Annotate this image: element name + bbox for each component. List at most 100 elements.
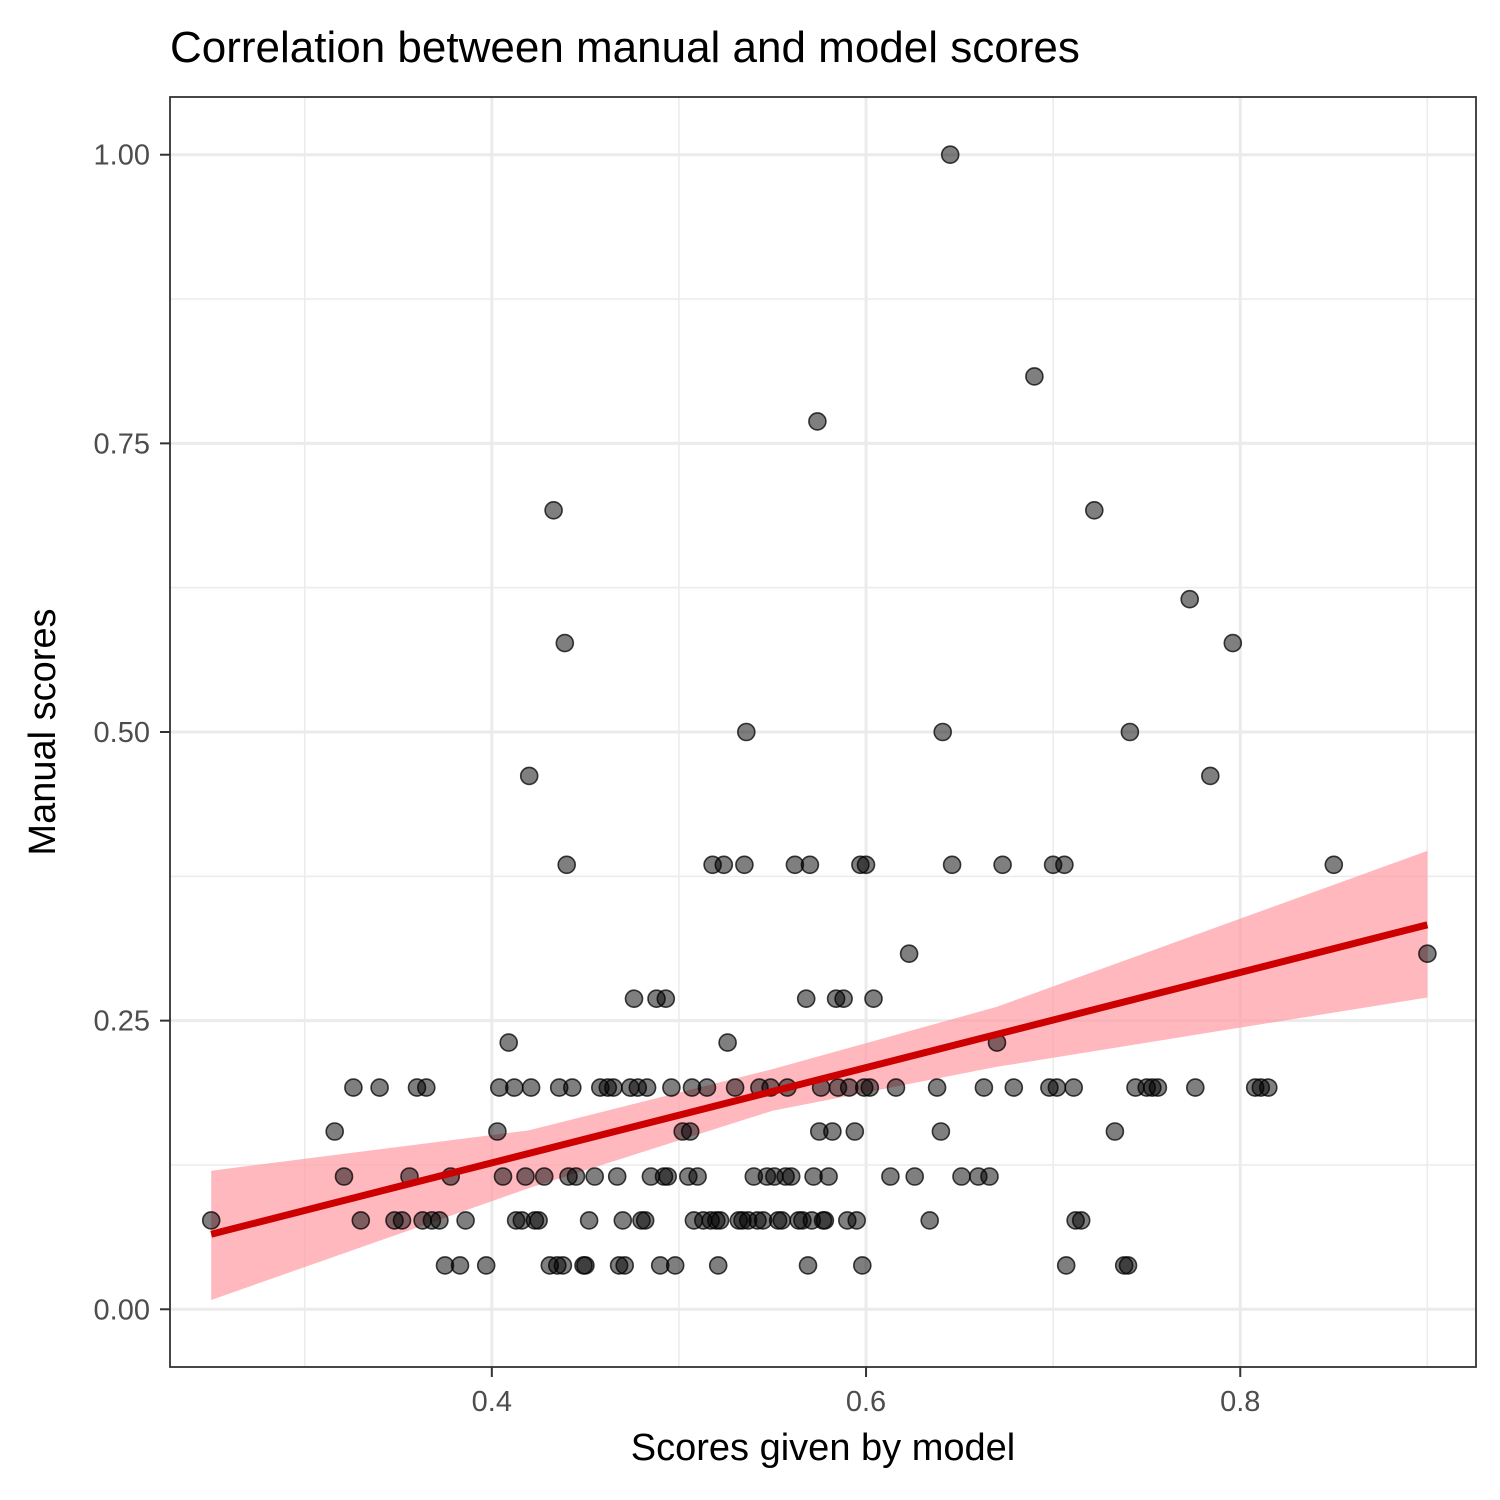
data-point [516,1167,535,1186]
data-point [553,1256,573,1275]
data-point [615,1256,635,1275]
x-axis-title: Scores given by model [631,1427,1015,1469]
data-point [519,766,539,786]
data-point [1085,500,1104,520]
data-point [899,944,919,964]
data-point [325,1122,345,1141]
data-point [1223,633,1243,653]
data-point [576,1256,595,1275]
confidence-band-layer [211,850,1428,1300]
x-axis: 0.4 0.6 0.8 [472,1367,1260,1418]
data-point [544,500,563,520]
data-point [852,1256,872,1275]
data-point [933,722,953,742]
data-point [1047,1078,1067,1097]
data-point [847,1211,867,1230]
data-point [1025,367,1044,386]
data-point [521,1078,541,1097]
data-point [370,1078,389,1097]
data-point [624,989,644,1009]
data-point [1324,855,1344,875]
data-point [493,1167,513,1186]
data-point [1259,1078,1278,1097]
x-tick-label: 0.4 [472,1386,512,1418]
data-point [613,1211,633,1230]
data-point [351,1211,371,1230]
data-point [1055,855,1074,875]
data-point [714,855,734,875]
data-point [725,1078,745,1097]
data-point [905,1167,925,1186]
data-point [635,1211,655,1230]
data-point [488,1122,507,1141]
y-axis-title: Manual scores [22,608,64,855]
data-point [1180,589,1199,609]
data-point [834,989,853,1009]
data-point [585,1167,605,1186]
x-tick-label: 0.6 [846,1386,886,1418]
data-point [736,722,756,742]
data-point [392,1211,412,1230]
y-tick-label: 1.00 [94,140,150,172]
data-point [680,1122,700,1141]
data-point [344,1078,363,1097]
chart-title: Correlation between manual and model sco… [170,23,1080,72]
data-point [1418,944,1437,964]
data-point [927,1078,947,1097]
data-points [201,145,1437,1275]
data-point [476,1256,496,1275]
data-point [815,1211,835,1230]
data-point [864,989,883,1009]
data-point [658,1167,678,1186]
y-tick-label: 0.50 [94,717,150,749]
data-point [856,855,876,875]
y-tick-label: 0.25 [94,1006,150,1038]
data-point [1201,766,1220,786]
data-point [980,1167,999,1186]
data-point [993,855,1012,875]
x-tick-label: 0.8 [1220,1386,1260,1418]
fit-line-layer [210,921,1429,1238]
data-point [881,1167,900,1186]
data-point [772,1211,792,1230]
data-point [796,989,816,1009]
data-point [1004,1078,1024,1097]
y-tick-label: 0.75 [94,428,150,460]
data-point [931,1122,951,1141]
data-point [800,855,820,875]
data-point [697,1078,717,1097]
data-point [579,1211,599,1230]
data-point [920,1211,940,1230]
data-point [555,633,575,653]
data-point [450,1256,470,1275]
data-point [665,1256,685,1275]
data-point [456,1211,475,1230]
data-point [562,1078,582,1097]
data-point [534,1167,554,1186]
data-point [952,1167,971,1186]
data-point [886,1078,906,1097]
data-point [781,1167,801,1186]
data-point [1071,1211,1091,1230]
data-point [1118,1256,1138,1275]
data-point [529,1211,548,1230]
data-point [798,1256,818,1275]
data-point [201,1211,221,1230]
y-tick-label: 0.00 [94,1294,150,1326]
confidence-band [211,850,1428,1300]
data-point [604,1078,623,1097]
data-point [942,855,962,875]
data-point [662,1078,681,1097]
data-point [504,1078,524,1097]
data-point [688,1167,707,1186]
y-axis: 0.00 0.25 0.50 0.75 1.00 [94,140,170,1326]
data-point [430,1211,449,1230]
data-point [1056,1256,1076,1275]
data-point [819,1167,838,1186]
data-point [845,1122,865,1141]
data-point [1186,1078,1205,1097]
data-point [607,1167,627,1186]
data-point [1148,1078,1168,1097]
data-point [1064,1078,1083,1097]
